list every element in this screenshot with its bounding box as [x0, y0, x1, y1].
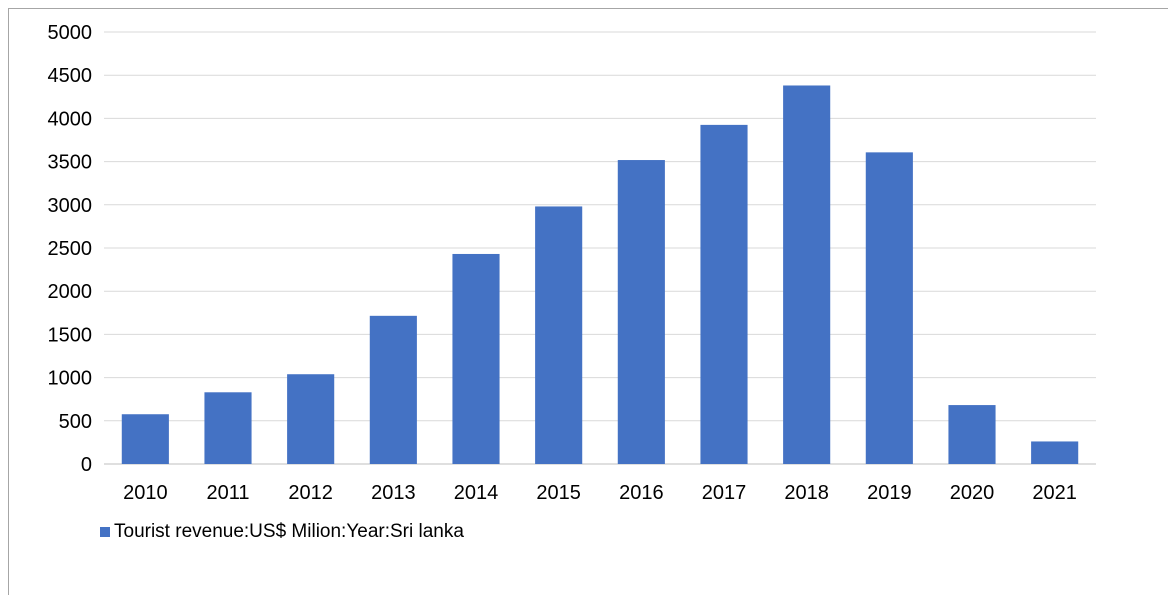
x-tick-label: 2016 — [619, 482, 664, 504]
y-tick-label: 1500 — [48, 324, 93, 346]
chart-frame — [8, 8, 1168, 595]
y-tick-label: 2500 — [48, 238, 93, 260]
bar-2012 — [287, 374, 335, 464]
x-tick-label: 2011 — [206, 482, 249, 504]
y-tick-label: 500 — [59, 411, 92, 433]
x-tick-label: 2015 — [536, 482, 581, 504]
y-tick-label: 1000 — [48, 368, 93, 390]
gridlines — [104, 31, 1096, 465]
x-tick-label: 2019 — [867, 482, 912, 504]
x-tick-label: 2018 — [784, 482, 829, 504]
x-tick-label: 2014 — [454, 482, 499, 504]
x-tick-label: 2021 — [1032, 482, 1077, 504]
legend-series-label: Tourist revenue:US$ Milion:Year:Sri lank… — [114, 521, 464, 542]
y-tick-label: 4000 — [48, 108, 93, 130]
bar-2013 — [369, 315, 417, 464]
bar-2019 — [865, 152, 913, 464]
y-axis-tick-labels: 0 500 1000 1500 2000 2500 3000 3500 4000 4500 5000 — [48, 22, 93, 476]
y-tick-label: 4500 — [48, 65, 93, 87]
bar-2016 — [617, 160, 665, 464]
bar-2015 — [535, 206, 583, 465]
y-tick-label: 5000 — [48, 22, 93, 44]
bar-2014 — [452, 253, 500, 464]
y-tick-label: 3500 — [48, 152, 93, 174]
y-tick-label: 2000 — [48, 281, 93, 303]
x-tick-label: 2013 — [371, 482, 416, 504]
bar-2017 — [700, 124, 748, 464]
bar-2010 — [121, 414, 169, 464]
x-tick-label: 2017 — [702, 482, 747, 504]
bar-2018 — [783, 85, 831, 464]
y-tick-label: 0 — [81, 454, 92, 476]
legend-swatch — [100, 527, 110, 537]
x-tick-label: 2012 — [288, 482, 333, 504]
bars — [121, 85, 1079, 465]
x-axis-tick-labels: 2010 2011 2012 2013 2014 2015 2016 2017 2018 2019… — [123, 482, 1077, 504]
bar-2021 — [1031, 441, 1079, 464]
x-tick-label: 2020 — [950, 482, 995, 504]
x-tick-label: 2010 — [123, 482, 168, 504]
bar-2020 — [948, 405, 996, 464]
y-tick-label: 3000 — [48, 195, 93, 217]
legend: Tourist revenue:US$ Milion:Year:Sri lank… — [100, 519, 464, 545]
bar-2011 — [204, 392, 252, 464]
